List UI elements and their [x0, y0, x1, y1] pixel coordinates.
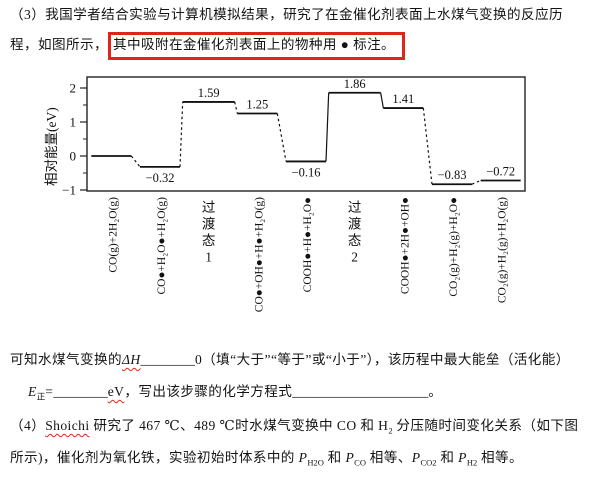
p-symbol-co: P — [345, 450, 355, 465]
x-axis-label-char: 态 — [348, 233, 362, 248]
x-axis-label-char: 渡 — [348, 217, 362, 232]
y-axis-tick-label: 1 — [70, 115, 77, 130]
y-axis-tick-label: −1 — [62, 183, 76, 198]
x-axis-label-char: 渡 — [202, 217, 216, 232]
energy-value-label: −0.83 — [438, 168, 467, 182]
energy-value-label: −0.72 — [486, 164, 515, 178]
e-subscript: 正 — [36, 391, 46, 402]
y-axis-label: 相对能量(eV) — [44, 107, 59, 186]
x-axis-label-char: 过 — [348, 200, 362, 215]
equals-sign: = — [45, 384, 54, 399]
question4-text-line1: （4）Shoichi 研究了 467 ℃、489 ℃时水煤气变换中 CO 和 H… — [10, 418, 578, 436]
blank-deltaH[interactable]: ________ — [140, 352, 195, 367]
x-axis-label-char: 过 — [202, 200, 216, 215]
x-axis-label-char: 2 — [351, 250, 358, 265]
researcher-name: Shoichi — [45, 418, 90, 433]
connector-line — [380, 92, 384, 109]
energy-value-label: −0.32 — [146, 171, 175, 185]
p-symbol-co2: P — [411, 450, 421, 465]
e-symbol: E — [28, 384, 37, 399]
qa-lead: 可知水煤气变换的 — [10, 352, 122, 367]
energy-profile-chart: −1 0 1 2 相对能量(eV) CO(g)+2H₂O(g) −0.32 CO●+H₂O●+… — [44, 76, 526, 312]
x-axis-label-char: 1 — [205, 250, 212, 265]
q4-equal2: 相等。 — [477, 450, 524, 465]
sub-h2: H2 — [466, 457, 478, 468]
energy-value-label: 1.41 — [392, 92, 414, 106]
y-axis-tick-label: 0 — [70, 149, 77, 164]
x-axis-species-label: CO(g)+2H₂O(g) — [107, 197, 119, 273]
q4-equal1: 相等、 — [365, 450, 412, 465]
connector-line — [325, 92, 330, 162]
connector-line — [234, 101, 238, 114]
x-axis-species-label: CO●+OH●+H●+H₂O(g) — [253, 197, 265, 312]
delta-h-symbol: ΔH — [121, 352, 141, 367]
h2-subscript: 2 — [388, 425, 393, 436]
energy-value-label: −0.16 — [292, 165, 321, 179]
blank-activation-energy[interactable]: ________ — [53, 384, 108, 399]
x-axis-species-label: CO●+H₂O●+H₂O(g) — [156, 197, 168, 295]
connector-line — [179, 101, 184, 167]
q4-open: （4） — [10, 418, 46, 433]
question4-text-line2: 所示)，催化剂为氧化铁，实验初始时体系中的 PH2O 和 PCO 相等、PCO2… — [10, 450, 523, 468]
connector-line — [130, 155, 141, 168]
question3-text-line1: （3）我国学者结合实验与计算机模拟结果，研究了在金催化剂表面上水煤气变换的反应历 — [10, 7, 563, 22]
q4-and2: 和 — [436, 450, 459, 465]
question-deltaH-line: 可知水煤气变换的ΔH________0（填“大于”“等于”或“小于”），该历程中… — [10, 352, 570, 369]
connector-line — [471, 179, 481, 185]
question3-text-line2: 程，如图所示， 其中吸附在金催化剂表面上的物种用 ● 标注。 — [10, 32, 406, 60]
question3-line2-prefix: 程，如图所示， — [10, 37, 108, 52]
x-axis-species-label: COOH●+2H●+OH● — [399, 197, 411, 294]
sub-h2o: H2O — [307, 457, 324, 468]
plot-frame — [86, 76, 526, 192]
sub-co2: CO2 — [420, 457, 437, 468]
x-axis-species-label: CO₂(g)+H₂(g)+H₂O● — [448, 197, 460, 297]
p-symbol-h2o: P — [298, 450, 308, 465]
connector-line — [276, 113, 287, 162]
x-axis-label-char: 态 — [202, 233, 216, 248]
q4-line1-mid: 研究了 467 ℃、489 ℃时水煤气变换中 CO 和 H — [89, 418, 389, 433]
x-axis-species-label: COOH●+H●+H₂O● — [302, 197, 314, 292]
blank-chemical-equation[interactable]: ____________________ — [292, 384, 429, 399]
energy-value-label: 1.59 — [198, 86, 220, 100]
qb-mid: ，写出该步骤的化学方程式 — [124, 384, 293, 399]
energy-value-label: 1.86 — [344, 77, 366, 91]
q4-line1-end: 分压随时间变化关系（如下图 — [392, 418, 579, 433]
question-activation-energy-line: E正=________eV，写出该步骤的化学方程式_______________… — [28, 384, 442, 402]
ev-unit: eV — [107, 384, 125, 399]
question3-highlighted-text: 其中吸附在金催化剂表面上的物种用 ● 标注。 — [107, 32, 406, 60]
y-axis-tick-label: 2 — [70, 81, 77, 96]
qa-after-blank: 0（填“大于”“等于”或“小于”），该历程中最大能垒（活化能） — [194, 352, 570, 367]
x-axis-species-label: CO₂(g)+H₂(g)+H₂O(g) — [497, 197, 509, 303]
energy-value-label: 1.25 — [246, 98, 268, 112]
p-symbol-h2: P — [458, 450, 467, 465]
q4-and1: 和 — [323, 450, 346, 465]
sub-co: CO — [354, 457, 366, 468]
connector-line — [422, 107, 433, 185]
q4-line2-start: 所示)，催化剂为氧化铁，实验初始时体系中的 — [10, 450, 299, 465]
qb-period: 。 — [428, 384, 443, 399]
